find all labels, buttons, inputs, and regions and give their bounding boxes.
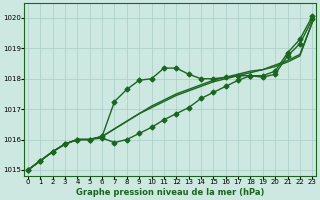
X-axis label: Graphe pression niveau de la mer (hPa): Graphe pression niveau de la mer (hPa) [76,188,264,197]
